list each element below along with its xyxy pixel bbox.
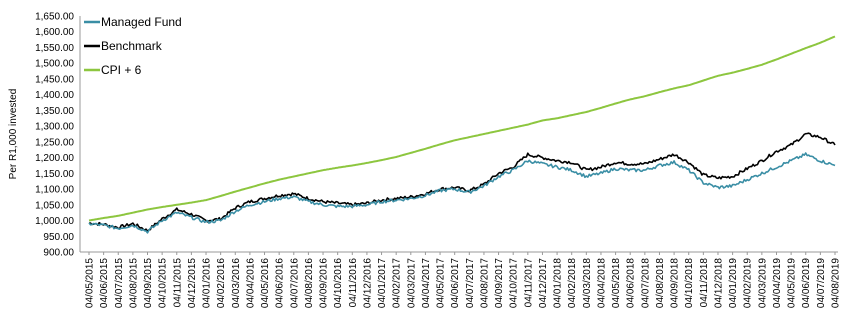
x-tick-label: 04/04/2017 [421,258,432,308]
y-tick-label: 1,450.00 [35,74,74,85]
x-tick-label: 04/06/2018 [626,258,637,308]
x-tick-label: 04/10/2018 [684,258,695,308]
x-tick-label: 04/01/2019 [728,258,739,308]
x-tick-label: 04/12/2018 [713,258,724,308]
x-tick-label: 04/09/2018 [670,258,681,308]
x-tick-label: 04/12/2016 [362,258,373,308]
y-tick-label: 1,100.00 [35,185,74,196]
x-tick-label: 04/05/2018 [611,258,622,308]
x-tick-label: 04/07/2015 [114,258,125,308]
y-tick-label: 1,400.00 [35,90,74,101]
x-tick-label: 04/09/2017 [494,258,505,308]
x-tick-label: 04/11/2017 [523,258,534,308]
x-tick-label: 04/09/2016 [319,258,330,308]
legend-label: CPI + 6 [101,63,142,77]
y-tick-label: 1,500.00 [35,59,74,70]
y-tick-label: 1,150.00 [35,169,74,180]
series-line-managed-fund [88,152,836,234]
y-axis-label: Per R1,000 invested [8,89,19,180]
x-tick-label: 04/06/2019 [801,258,812,308]
x-tick-label: 04/06/2016 [275,258,286,308]
x-tick-label: 04/10/2015 [158,258,169,308]
x-tick-label: 04/05/2015 [85,258,96,308]
y-tick-label: 1,650.00 [35,12,74,23]
x-tick-label: 04/02/2016 [216,258,227,308]
x-tick-label: 04/03/2016 [231,258,242,308]
series-line-cpi-plus-6 [88,35,836,222]
y-tick-label: 1,000.00 [35,216,74,227]
x-tick-label: 04/02/2018 [567,258,578,308]
x-tick-label: 04/10/2017 [509,258,520,308]
y-tick-labels: 900.00 950.00 1,000.00 1,050.00 1,100.00 1,15… [35,12,74,259]
series-lines [88,35,836,234]
x-tick-label: 04/07/2016 [289,258,300,308]
x-tick-label: 04/01/2018 [553,258,564,308]
x-tick-label: 04/11/2016 [348,258,359,308]
x-tick-label: 04/09/2015 [143,258,154,308]
x-tick-label: 04/08/2019 [831,258,841,308]
y-tick-label: 1,550.00 [35,43,74,54]
x-tick-label: 04/02/2017 [392,258,403,308]
x-tick-label: 04/06/2017 [450,258,461,308]
legend: Managed Fund Benchmark CPI + 6 [84,15,182,77]
legend-label: Managed Fund [101,15,182,29]
x-tick-label: 04/03/2018 [582,258,593,308]
x-tick-label: 04/07/2019 [816,258,827,308]
x-tick-label: 04/01/2016 [202,258,213,308]
x-tick-label: 04/11/2018 [699,258,710,308]
x-tick-label: 04/05/2017 [436,258,447,308]
legend-label: Benchmark [101,39,163,53]
x-tick-label: 04/08/2018 [655,258,666,308]
y-tick-label: 1,050.00 [35,200,74,211]
x-tick-label: 04/03/2019 [757,258,768,308]
x-tick-label: 04/08/2015 [128,258,139,308]
x-tick-label: 04/12/2017 [538,258,549,308]
y-tick-label: 950.00 [43,232,74,243]
x-tick-label: 04/04/2018 [596,258,607,308]
x-tick-label: 04/06/2015 [99,258,110,308]
x-tick-label: 04/10/2016 [333,258,344,308]
y-tick-label: 1,350.00 [35,106,74,117]
y-tick-label: 1,200.00 [35,153,74,164]
x-tick-label: 04/07/2018 [640,258,651,308]
x-tick-label: 04/04/2019 [772,258,783,308]
y-tick-label: 1,250.00 [35,137,74,148]
x-tick-label: 04/12/2015 [187,258,198,308]
x-tick-label: 04/01/2017 [377,258,388,308]
x-tick-label: 04/04/2016 [245,258,256,308]
x-tick-label: 04/05/2019 [787,258,798,308]
x-tick-label: 04/05/2016 [260,258,271,308]
y-tick-label: 1,600.00 [35,27,74,38]
x-tick-label: 04/11/2015 [172,258,183,308]
x-tick-label: 04/02/2019 [743,258,754,308]
x-tick-label: 04/08/2016 [304,258,315,308]
y-tick-label: 900.00 [43,248,74,259]
x-tick-labels: 04/05/2015 04/06/2015 04/07/2015 04/08/2015… [85,252,841,308]
x-tick-label: 04/07/2017 [465,258,476,308]
series-line-benchmark [88,132,836,232]
y-tick-label: 1,300.00 [35,122,74,133]
x-tick-label: 04/03/2017 [406,258,417,308]
x-tick-label: 04/08/2017 [479,258,490,308]
